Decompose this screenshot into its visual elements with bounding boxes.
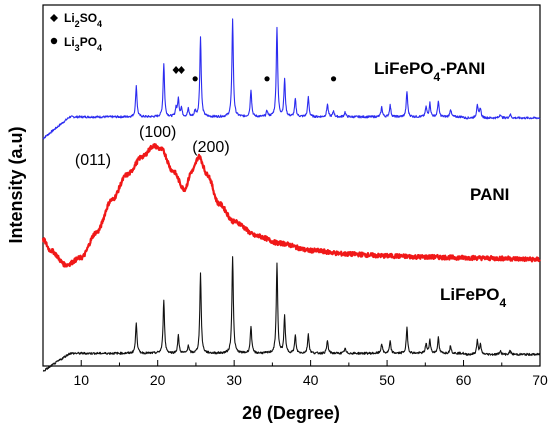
li3po4-marker: [264, 76, 270, 82]
peak-label-011: (011): [75, 152, 111, 169]
series-lifepo4-line: [42, 256, 541, 372]
peak-label-200: (200): [192, 139, 229, 156]
x-axis-title: 2θ (Degree): [242, 403, 340, 423]
x-tick-label: 60: [456, 372, 472, 388]
series-pani-line: [41, 143, 541, 268]
series-label-lifepo4: LiFePO4: [440, 285, 507, 310]
x-axis-ticks: 10 20 30 40 50 60 70: [42, 360, 548, 388]
x-tick-label: 30: [226, 372, 242, 388]
li2so4-marker: [177, 66, 185, 75]
plot-frame: [42, 4, 541, 367]
x-tick-label: 40: [303, 372, 319, 388]
li3po4-marker: [192, 76, 198, 82]
series-label-pani: PANI: [470, 185, 509, 204]
li3po4-marker: [330, 76, 337, 82]
impurity-markers: [172, 66, 337, 82]
curves-group: [41, 18, 541, 372]
legend-item-li3po4: Li3PO4: [64, 35, 102, 53]
y-axis-title: Intensity (a.u): [6, 126, 26, 243]
series-lifepo4-pani-line: [42, 18, 541, 140]
legend-item-li2so4: Li2SO4: [64, 11, 102, 29]
legend-circle-marker: [50, 37, 58, 45]
x-tick-label: 10: [73, 372, 89, 388]
x-tick-label: 50: [379, 372, 395, 388]
x-tick-label: 20: [150, 372, 166, 388]
li2so4-marker: [172, 66, 180, 75]
legend: Li2SO4 Li3PO4: [50, 11, 102, 53]
series-label-lifepo4-pani: LiFePO4-PANI: [374, 59, 485, 84]
peak-label-100: (100): [139, 124, 176, 141]
legend-diamond-marker: [50, 14, 58, 22]
x-tick-label: 70: [532, 372, 548, 388]
